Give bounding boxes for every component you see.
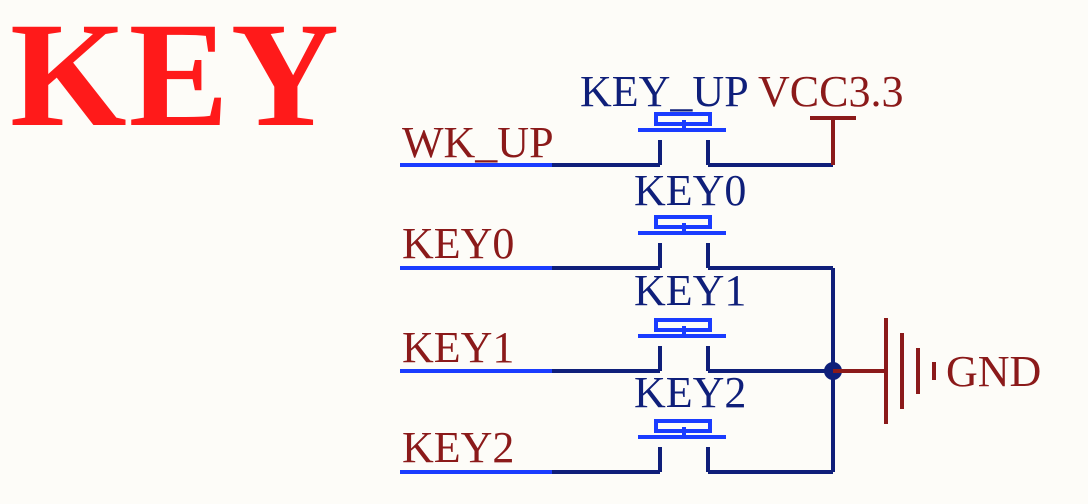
- net-label-key0: KEY0: [402, 219, 514, 268]
- net-label-key2: KEY2: [402, 423, 514, 472]
- row-key1: KEY1 KEY1: [400, 266, 833, 373]
- switch-cap-key-up: [654, 112, 712, 126]
- switch-designator-key2: KEY2: [634, 368, 746, 417]
- switch-designator-key1: KEY1: [634, 266, 746, 315]
- gnd-label: GND: [946, 347, 1041, 396]
- ground-bus: GND: [824, 268, 1041, 472]
- row-key2: KEY2 KEY2: [400, 368, 833, 474]
- schematic-title: KEY: [10, 0, 342, 158]
- switch-cap-key0: [654, 215, 712, 229]
- row-key0: KEY0 KEY0: [400, 166, 833, 270]
- switch-cap-key1: [654, 318, 712, 332]
- net-label-key1: KEY1: [402, 323, 514, 372]
- net-label-wk-up: WK_UP: [402, 118, 554, 167]
- vcc-label: VCC3.3: [758, 67, 903, 116]
- row-wk-up: WK_UP KEY_UP VCC3.3: [400, 67, 903, 167]
- switch-designator-key-up: KEY_UP: [580, 67, 749, 116]
- switch-cap-key2: [654, 419, 712, 433]
- switch-designator-key0: KEY0: [634, 166, 746, 215]
